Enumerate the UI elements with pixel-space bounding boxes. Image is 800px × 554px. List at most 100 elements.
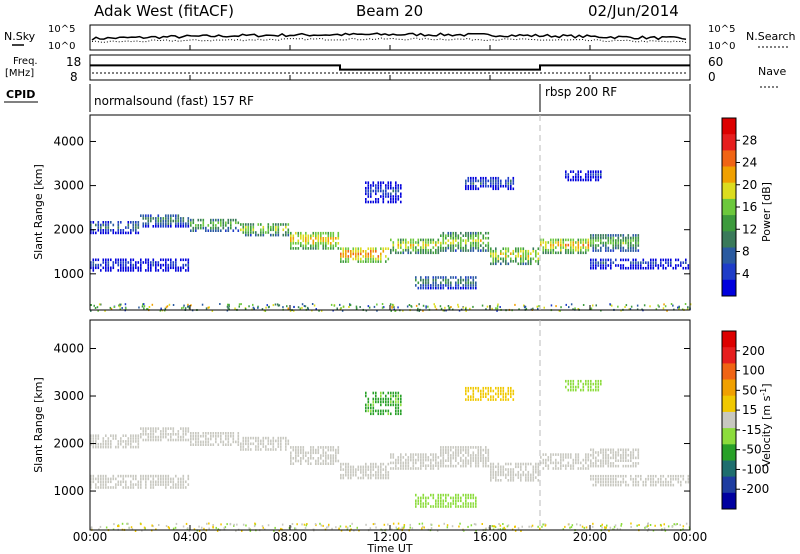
velocity-cell-8-1-4 [492, 468, 495, 471]
power-cell-11-30-4 [165, 258, 167, 262]
velocity-cell-6-7-4 [407, 456, 410, 459]
power-ground-cell-17 [287, 307, 289, 310]
velocity-cell-7-15-1 [477, 462, 480, 465]
velocity-cell-0-11-2 [117, 440, 120, 443]
velocity-cell-11-22-1 [145, 483, 147, 486]
power-cell-3-19-4 [287, 223, 290, 226]
velocity-cell-10-18-3 [635, 456, 637, 460]
velocity-cell-3-18-3 [285, 439, 287, 443]
velocity-cell-0-9-4 [112, 434, 115, 437]
velocity-cell-11-39-1 [187, 483, 190, 486]
velocity-ground-cell-116 [126, 522, 128, 525]
velocity-cell-9-18-5 [585, 453, 587, 456]
power-ground-cell-35 [120, 303, 122, 306]
power-cell-11-35-1 [177, 266, 180, 270]
power-cell-0-0-3 [90, 223, 92, 227]
velocity-cell-10-10-0 [615, 464, 617, 468]
velocity-cell-3-13-4 [272, 436, 275, 440]
power-cell-13-18-3 [460, 278, 462, 282]
velocity-cell-2-10-2 [215, 437, 217, 441]
power-cell-12-30-3 [665, 258, 667, 262]
velocity-cell-3-16-3 [280, 439, 282, 443]
velocity-cell-6-13-2 [422, 461, 425, 465]
velocity-cell-9-3-3 [547, 458, 550, 462]
velocity-cell-8-8-0 [510, 479, 512, 482]
velocity-cell-14-11-1 [492, 395, 495, 398]
power-cell-14-6-4 [480, 176, 482, 180]
velocity-ground-cell-201 [331, 527, 333, 530]
power-cell-15-10-6 [390, 184, 392, 187]
power-cell-3-3-4 [247, 223, 250, 226]
power-cell-0-12-4 [120, 221, 122, 224]
velocity-ground-cell-260 [403, 524, 406, 526]
velocity-cell-5-13-3 [372, 468, 375, 471]
power-cell-7-12-7 [470, 231, 472, 235]
velocity-cell-15-0-3 [365, 403, 367, 407]
power-ground-cell-85 [496, 307, 499, 310]
velocity-cell-4-16-2 [330, 457, 332, 460]
power-cell-7-17-6 [482, 234, 485, 237]
velocity-cell-10-1-6 [592, 448, 595, 452]
power-cell-1-14-1 [175, 222, 177, 225]
power-cell-7-13-7 [472, 231, 475, 235]
velocity-cell-2-7-0 [207, 443, 210, 446]
power-ground-cell-168 [574, 307, 576, 310]
velocity-cell-7-6-0 [455, 464, 457, 468]
power-cell-2-9-3 [212, 221, 215, 225]
velocity-cell-14-6-1 [480, 395, 482, 398]
power-cell-6-3-2 [397, 246, 400, 249]
velocity-cell-2-17-2 [232, 437, 235, 441]
power-cell-7-13-2 [472, 244, 475, 247]
power-ground-cell-234 [303, 305, 306, 307]
velocity-cell-3-3-2 [247, 442, 250, 446]
velocity-ground-cell-267 [274, 526, 276, 529]
velocity-cell-14-0-4 [465, 386, 467, 390]
power-cell-5-0-1 [340, 257, 342, 261]
power-cell-1-14-2 [175, 219, 177, 223]
power-cell-5-7-0 [357, 260, 360, 263]
velocity-cell-5-12-0 [370, 476, 372, 480]
velocity-cell-0-17-4 [132, 434, 135, 437]
power-cell-8-7-6 [507, 247, 510, 250]
power-cell-11-19-0 [137, 269, 140, 272]
power-cell-11-19-1 [137, 266, 140, 270]
velocity-cell-10-13-5 [622, 451, 625, 454]
velocity-ground-cell-52 [418, 522, 421, 525]
velocity-cell-8-1-1 [492, 476, 495, 479]
power-cell-9-8-5 [560, 238, 562, 242]
power-cell-7-10-6 [465, 234, 467, 237]
power-cell-11-16-0 [130, 269, 132, 272]
velocity-cell-3-3-0 [247, 448, 250, 451]
velocity-cell-8-19-5 [537, 465, 540, 469]
velocity-cell-12-4-2 [600, 477, 602, 481]
velocity-cell-0-18-4 [135, 434, 137, 437]
power-ground-cell-30 [481, 304, 484, 307]
velocity-cell-9-9-5 [562, 453, 565, 456]
power-cell-13-2-4 [420, 276, 422, 279]
velocity-ground-cell-163 [654, 524, 656, 527]
velocity-ground-cell-238 [446, 524, 449, 527]
power-cell-16-13-1 [597, 175, 600, 179]
power-cell-2-11-4 [217, 218, 220, 222]
power-cell-11-20-4 [140, 258, 142, 262]
velocity-cell-4-0-6 [290, 446, 292, 449]
power-cell-5-9-2 [362, 255, 365, 258]
velocity-cell-13-2-3 [420, 496, 422, 500]
power-cell-10-8-4 [610, 239, 612, 242]
velocity-cell-13-11-0 [442, 505, 445, 508]
velocity-cell-14-14-0 [500, 398, 502, 401]
power-ground-cell-58 [301, 303, 304, 306]
power-cell-13-8-0 [435, 286, 437, 290]
power-cell-13-2-3 [420, 278, 422, 282]
velocity-cell-8-14-5 [525, 465, 527, 469]
power-cell-6-9-1 [412, 248, 415, 252]
xtick-label-2: 08:00 [273, 530, 308, 544]
velocity-cell-15-10-7 [390, 391, 392, 395]
power-cell-9-15-2 [577, 246, 580, 249]
power-cell-4-3-0 [297, 247, 300, 250]
power-cell-7-3-4 [447, 239, 450, 242]
velocity-cell-7-7-6 [457, 448, 460, 452]
power-cell-0-7-2 [107, 226, 110, 229]
velocity-cell-13-10-0 [440, 505, 442, 508]
velocity-cell-7-6-6 [455, 448, 457, 452]
